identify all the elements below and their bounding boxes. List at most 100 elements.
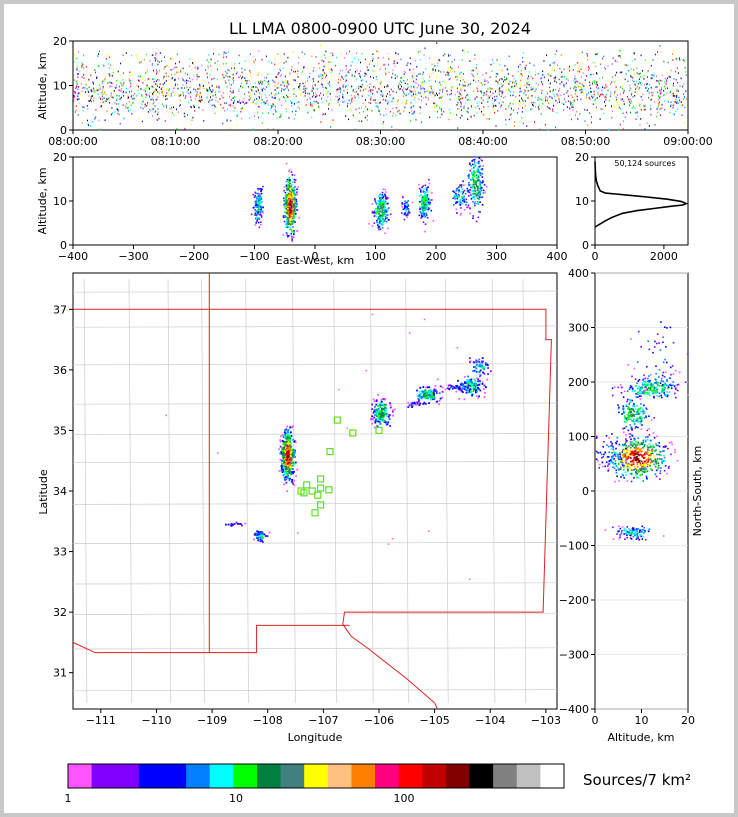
th-source: [285, 100, 287, 102]
ew-source: [255, 206, 257, 208]
th-source: [145, 96, 147, 98]
th-source: [412, 68, 414, 70]
plan-source: [284, 444, 287, 447]
th-source: [406, 64, 408, 67]
th-source: [286, 94, 288, 97]
ew-source: [284, 200, 287, 202]
ew-source: [293, 232, 295, 234]
th-source: [153, 69, 154, 72]
th-source: [175, 66, 177, 69]
th-source: [147, 69, 148, 72]
th-source: [565, 101, 567, 103]
th-source: [172, 58, 174, 61]
th-source: [634, 73, 636, 75]
th-source: [130, 104, 132, 106]
ew-source: [477, 192, 479, 195]
th-source: [574, 64, 576, 66]
th-source: [119, 74, 121, 77]
plan-source: [383, 407, 386, 410]
th-source: [281, 88, 283, 90]
th-source: [471, 73, 473, 75]
th-source: [248, 91, 250, 94]
th-source: [277, 84, 279, 87]
th-source: [209, 73, 211, 76]
county-line: [491, 279, 496, 703]
th-source: [638, 102, 640, 105]
th-source: [121, 83, 123, 85]
th-source: [96, 76, 98, 78]
th-source: [401, 76, 403, 79]
th-source: [320, 121, 322, 123]
th-source: [573, 87, 575, 90]
th-source: [364, 88, 366, 90]
th-source: [510, 94, 512, 97]
th-source: [222, 77, 224, 80]
ew-source: [426, 189, 428, 191]
th-source: [560, 54, 562, 56]
th-source: [484, 78, 486, 81]
th-source: [561, 71, 563, 73]
plan-source: [424, 402, 427, 405]
th-source: [152, 102, 154, 105]
th-source: [601, 93, 603, 96]
th-source: [647, 76, 648, 78]
th-source: [393, 62, 395, 65]
th-source: [171, 111, 173, 114]
th-source: [618, 128, 620, 131]
plan-source: [283, 456, 285, 459]
th-source: [103, 65, 105, 67]
th-source: [441, 109, 443, 112]
ew-source: [286, 211, 289, 213]
th-source: [603, 112, 605, 115]
ew-source: [470, 164, 472, 167]
ew-source: [463, 184, 465, 186]
ew-source: [293, 197, 296, 199]
ew-source: [477, 202, 479, 204]
th-source: [166, 92, 168, 94]
th-source: [183, 94, 184, 97]
th-source: [93, 87, 95, 89]
th-source: [359, 75, 361, 77]
th-source: [495, 90, 496, 93]
plan-source: [257, 537, 260, 540]
ns-source: [602, 465, 604, 468]
th-source: [142, 77, 143, 80]
plan-source: [475, 367, 478, 370]
ew-source: [425, 207, 427, 209]
th-source: [418, 51, 419, 53]
th-source: [99, 88, 101, 90]
th-source: [389, 110, 391, 113]
ew-source: [288, 184, 291, 187]
th-source: [369, 63, 371, 65]
th-source: [251, 89, 253, 92]
th-source: [205, 69, 207, 71]
th-source: [623, 89, 625, 92]
th-source: [208, 90, 210, 92]
th-source: [643, 75, 645, 77]
th-source: [519, 101, 521, 104]
th-source: [475, 63, 477, 66]
ew-source: [286, 224, 288, 227]
ew-source: [260, 192, 263, 195]
ew-source: [253, 196, 256, 198]
ew-source: [288, 214, 290, 216]
plan-source: [467, 375, 469, 378]
plan-source: [477, 380, 480, 383]
th-source: [156, 69, 158, 71]
th-source: [242, 101, 244, 103]
plan-source: [284, 476, 287, 478]
ew-source: [288, 206, 290, 209]
th-source: [264, 102, 266, 105]
th-source: [118, 85, 120, 88]
th-source: [146, 94, 148, 96]
th-source: [232, 90, 234, 92]
ew-source: [378, 204, 381, 206]
th-source: [187, 89, 189, 91]
th-source: [136, 84, 138, 87]
th-source: [602, 109, 604, 111]
th-source: [305, 81, 307, 84]
th-source: [611, 81, 613, 84]
th-source: [275, 76, 277, 78]
th-source: [326, 100, 327, 102]
ew-source: [462, 199, 465, 201]
